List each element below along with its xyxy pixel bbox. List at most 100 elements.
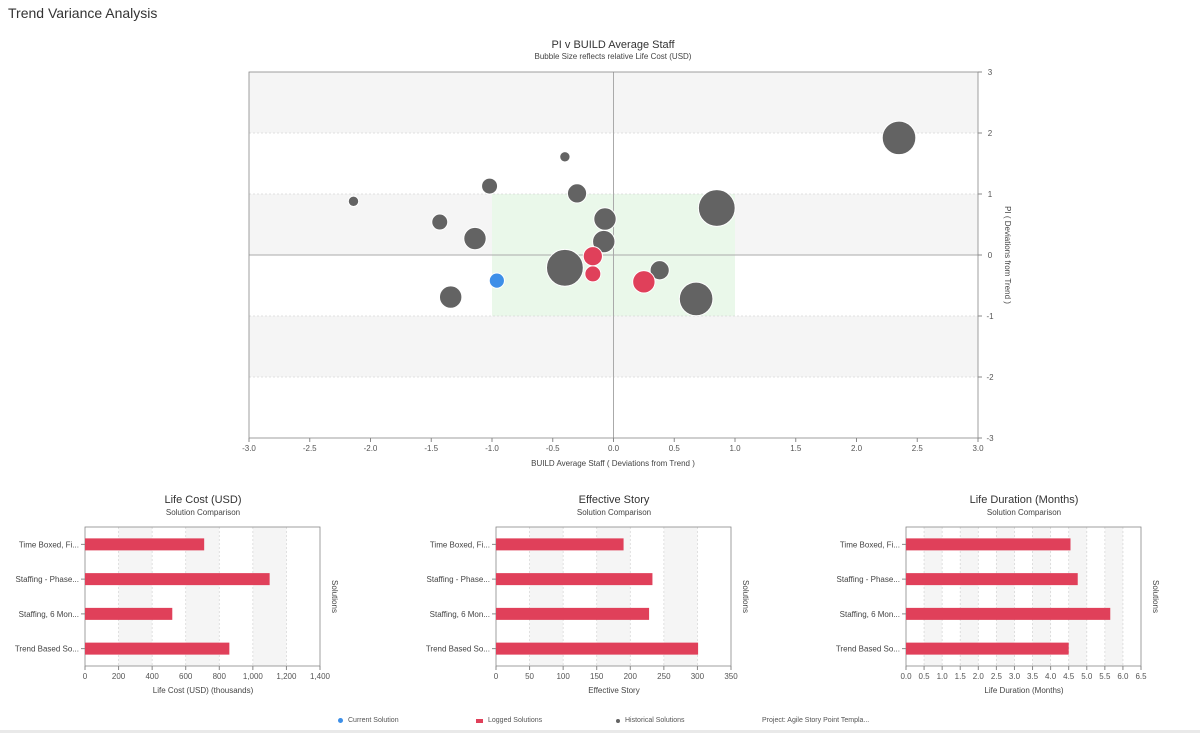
life-cost-category-label: Trend Based So...: [15, 645, 79, 654]
x-tick-label: 3.0: [972, 444, 984, 453]
legend-logged-label: Logged Solutions: [488, 717, 543, 724]
life-duration-subtitle: Solution Comparison: [987, 508, 1061, 517]
effective-story-x-tick-label: 150: [590, 672, 604, 681]
historical-bubble: [593, 207, 617, 231]
effective-story-x-tick-label: 50: [525, 672, 534, 681]
legend-current-solution[interactable]: Current Solution: [338, 717, 399, 724]
life-cost-bar: [85, 642, 230, 655]
legend-project: Project: Agile Story Point Templa...: [762, 717, 869, 724]
effective-story-category-label: Staffing - Phase...: [427, 575, 490, 584]
x-tick-label: 1.5: [790, 444, 802, 453]
life-duration-bar: [906, 607, 1111, 620]
x-tick-label: 1.0: [729, 444, 741, 453]
logged-bubble: [632, 270, 656, 294]
life-duration-x-tick-label: 3.0: [1009, 672, 1021, 681]
life-duration-x-tick-label: 2.0: [973, 672, 985, 681]
effective-story-category-label: Staffing, 6 Mon...: [430, 610, 490, 619]
y-tick-label: 2: [988, 129, 993, 138]
life-cost-x-tick-label: 0: [83, 672, 88, 681]
life-cost-bar: [85, 538, 205, 551]
logged-bubble: [584, 265, 602, 283]
x-tick-label: 0.5: [669, 444, 681, 453]
life-duration-x-tick-label: 6.0: [1117, 672, 1129, 681]
life-duration-bar-chart: Life Duration (Months) Solution Compariso…: [836, 494, 1160, 695]
historical-bubble: [649, 260, 670, 281]
y-tick-label: 1: [988, 190, 993, 199]
historical-bubble: [431, 213, 449, 231]
chart-legend: Current Solution Logged Solutions Histor…: [0, 713, 1200, 733]
current-solution-swatch-icon: [338, 718, 343, 723]
historical-bubble: [546, 248, 584, 287]
life-cost-x-tick-label: 1,000: [243, 672, 264, 681]
effective-story-category-label: Time Boxed, Fi...: [430, 540, 490, 549]
life-duration-band: [924, 527, 943, 666]
life-cost-x-tick-label: 600: [179, 672, 193, 681]
x-axis-label: BUILD Average Staff ( Deviations from Tr…: [531, 459, 695, 468]
life-cost-x-tick-label: 800: [213, 672, 227, 681]
life-duration-band: [960, 527, 979, 666]
historical-bubble: [559, 151, 571, 163]
life-cost-x-tick-label: 200: [112, 672, 126, 681]
bubble-chart-subtitle: Bubble Size reflects relative Life Cost …: [535, 52, 692, 61]
bubble-chart-title: PI v BUILD Average Staff: [551, 39, 675, 51]
historical-bubble: [347, 195, 360, 208]
life-cost-x-axis-label: Life Cost (USD) (thousands): [153, 686, 254, 695]
x-tick-label: -2.0: [364, 444, 378, 453]
historical-bubble: [481, 177, 499, 195]
y-tick-label: -1: [986, 312, 994, 321]
life-duration-x-tick-label: 0.5: [919, 672, 931, 681]
effective-story-bar: [496, 538, 624, 551]
historical-bubble: [678, 281, 714, 317]
legend-historical-solutions[interactable]: Historical Solutions: [616, 717, 685, 724]
effective-story-bar-chart: Effective Story Solution Comparison 0 50 100…: [426, 494, 750, 695]
life-duration-x-tick-label: 4.0: [1045, 672, 1057, 681]
y-tick-label: -2: [986, 373, 994, 382]
life-duration-x-tick-label: 1.5: [955, 672, 967, 681]
legend-project-label: Project: Agile Story Point Templa...: [762, 717, 870, 724]
y-axis-label: PI ( Deviations from Trend ): [1003, 206, 1012, 304]
life-duration-x-tick-label: 5.5: [1099, 672, 1111, 681]
life-duration-category-label: Staffing - Phase...: [837, 575, 900, 584]
effective-story-x-tick-label: 300: [691, 672, 705, 681]
life-cost-subtitle: Solution Comparison: [166, 508, 240, 517]
historical-bubble: [438, 285, 463, 309]
life-duration-x-tick-label: 6.5: [1135, 672, 1147, 681]
effective-story-x-tick-label: 100: [556, 672, 570, 681]
y-tick-label: -3: [986, 434, 994, 443]
life-cost-bar-chart: Life Cost (USD) Solution Comparison 0 200 40…: [15, 494, 339, 695]
effective-story-x-axis-label: Effective Story: [588, 686, 639, 695]
page-title: Trend Variance Analysis: [8, 5, 158, 21]
effective-story-x-tick-label: 350: [724, 672, 738, 681]
effective-story-x-tick-label: 200: [624, 672, 638, 681]
y-tick-label: 3: [988, 68, 993, 77]
life-duration-bar: [906, 573, 1078, 586]
life-duration-band: [1068, 527, 1087, 666]
life-cost-bar: [85, 573, 270, 586]
life-duration-x-axis-label: Life Duration (Months): [984, 686, 1063, 695]
life-duration-x-tick-label: 3.5: [1027, 672, 1039, 681]
life-cost-band: [252, 527, 287, 666]
historical-bubble: [566, 183, 588, 204]
effective-story-bar: [496, 607, 650, 620]
x-tick-label: -0.5: [546, 444, 560, 453]
effective-story-x-tick-label: 0: [494, 672, 499, 681]
effective-story-bar: [496, 642, 699, 655]
life-duration-x-tick-label: 1.0: [937, 672, 949, 681]
y-tick-label: 0: [988, 251, 993, 260]
x-tick-label: -1.5: [424, 444, 438, 453]
life-duration-category-label: Time Boxed, Fi...: [840, 540, 900, 549]
life-cost-x-tick-label: 400: [145, 672, 159, 681]
life-duration-frame: [905, 526, 1142, 667]
life-duration-band: [1104, 527, 1123, 666]
bottom-divider: [0, 730, 1200, 733]
legend-logged-solutions[interactable]: Logged Solutions: [476, 717, 542, 724]
life-cost-category-label: Time Boxed, Fi...: [19, 540, 79, 549]
life-cost-frame: [84, 526, 321, 667]
historical-bubble: [697, 189, 736, 227]
legend-current-label: Current Solution: [348, 717, 399, 724]
life-duration-x-tick-label: 5.0: [1081, 672, 1093, 681]
historical-bubble: [463, 226, 487, 251]
x-tick-label: 2.0: [851, 444, 863, 453]
effective-story-bar: [496, 573, 653, 586]
current-bubble: [488, 272, 505, 289]
